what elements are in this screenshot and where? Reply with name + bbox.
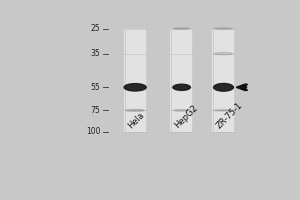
Ellipse shape [214,53,233,55]
Ellipse shape [173,28,190,29]
Ellipse shape [173,84,190,90]
Ellipse shape [214,110,233,111]
Bar [146,29,147,132]
Bar [171,29,172,132]
Ellipse shape [214,28,233,29]
Ellipse shape [173,110,190,111]
Ellipse shape [214,83,233,91]
Bar [234,29,235,132]
Text: HepG2: HepG2 [173,104,200,130]
Ellipse shape [124,84,146,91]
Text: 55: 55 [91,83,100,92]
Bar [125,29,126,132]
Text: Hela: Hela [127,110,146,130]
Bar [170,29,193,132]
Bar [124,29,147,132]
Bar [213,29,214,132]
Ellipse shape [126,109,145,111]
Text: 75: 75 [91,106,100,115]
Text: 35: 35 [91,49,100,58]
Text: ZR-75-1: ZR-75-1 [215,100,244,130]
Bar [212,29,235,132]
Text: 100: 100 [86,127,100,136]
Text: 25: 25 [91,24,100,33]
Polygon shape [236,84,246,91]
Bar [192,29,193,132]
